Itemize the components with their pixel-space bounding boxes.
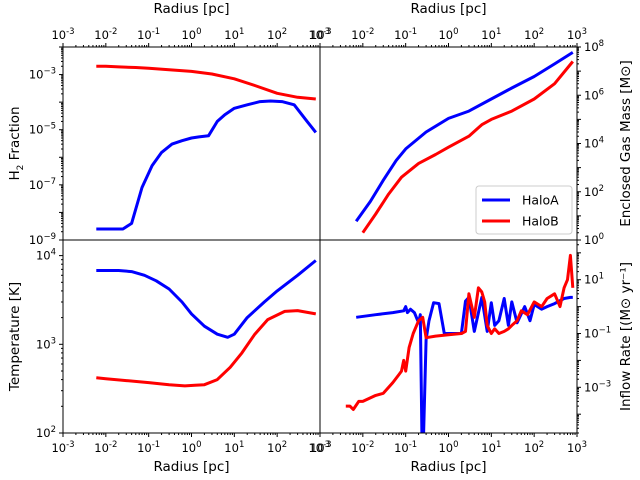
x-tick-label: 101 — [224, 440, 244, 455]
x-tick-label: 101 — [224, 27, 244, 42]
x-tick-label: 10-2 — [351, 27, 374, 42]
x-tick-label: 100 — [181, 27, 201, 42]
y-tick-label: 100 — [584, 232, 604, 247]
x-tick-label: 100 — [181, 440, 201, 455]
x-tick-label: 102 — [267, 27, 287, 42]
y-axis-label: H2 Fraction — [7, 106, 26, 180]
x-tick-label: 101 — [481, 27, 501, 42]
y-tick-label: 10−1 — [584, 326, 611, 341]
series-group — [345, 253, 575, 433]
x-tick-label: 100 — [438, 440, 458, 455]
y-tick-label: 10−3 — [584, 379, 611, 394]
x-tick-label: 103 — [310, 440, 330, 455]
x-axis-label: Radius [pc] — [410, 1, 486, 17]
series-line-haloa — [96, 259, 317, 339]
y-axis-label: Temperature [K] — [7, 282, 23, 392]
y-tick-label: 102 — [36, 425, 56, 440]
y-tick-label: 106 — [584, 87, 604, 102]
x-tick-label: 102 — [267, 440, 287, 455]
panel-h2_fraction: 10-3 10-2 10-1 100 101 102 103 Radius [pc] 10−9 1… — [7, 1, 330, 247]
x-tick-label: 101 — [481, 440, 501, 455]
x-tick-label: 102 — [524, 440, 544, 455]
series-line-halob — [96, 64, 316, 101]
x-tick-label: 102 — [524, 27, 544, 42]
x-tick-label: 10-3 — [51, 440, 74, 455]
x-tick-label: 10-3 — [308, 27, 331, 42]
legend: HaloA HaloB — [475, 185, 573, 235]
y-axis-label: Enclosed Gas Mass [M⊙] — [618, 60, 634, 227]
panel-frame — [62, 46, 321, 241]
y-axis-label: Inflow Rate [(M⊙ yr⁻¹] — [618, 262, 634, 411]
y-tick-label: 10−9 — [29, 232, 56, 247]
x-tick-label: 10-2 — [351, 440, 374, 455]
y-tick-label: 104 — [36, 248, 56, 263]
series-line-halob — [361, 60, 574, 234]
x-tick-label: 103 — [567, 440, 587, 455]
panel-enclosed_mass: 10-3 10-2 10-1 100 101 102 103 Radius [pc] 100 10… — [308, 1, 634, 247]
x-tick-label: 103 — [310, 27, 330, 42]
x-tick-label: 10-2 — [94, 27, 117, 42]
y-tick-label: 10−5 — [29, 122, 56, 137]
series-line-haloa — [96, 99, 317, 231]
y-tick-label: 104 — [584, 136, 604, 151]
y-tick-label: 102 — [584, 184, 604, 199]
legend-label-haloa: HaloA — [522, 193, 559, 208]
x-tick-label: 10-1 — [394, 440, 417, 455]
x-axis-label: Radius [pc] — [153, 1, 229, 17]
x-tick-label: 10-1 — [137, 27, 160, 42]
series-group — [96, 259, 317, 388]
series-line-halob — [96, 309, 317, 388]
series-line-haloa — [356, 295, 573, 433]
x-tick-label: 10-2 — [94, 440, 117, 455]
y-tick-label: 10−7 — [29, 177, 56, 192]
x-tick-label: 10-1 — [394, 27, 417, 42]
x-tick-label: 100 — [438, 27, 458, 42]
panel-inflow_rate: 10-3 10-2 10-1 100 101 102 103 Radius [pc] 10−3 1… — [308, 239, 634, 475]
x-tick-label: 10-3 — [308, 440, 331, 455]
series-group — [96, 64, 317, 231]
x-tick-label: 10-3 — [51, 27, 74, 42]
series-group — [354, 51, 574, 234]
x-axis-label: Radius [pc] — [410, 459, 486, 475]
x-axis-label: Radius [pc] — [153, 459, 229, 475]
x-tick-label: 103 — [567, 27, 587, 42]
panel-frame — [62, 239, 321, 434]
series-line-haloa — [354, 51, 574, 223]
y-tick-label: 10−3 — [29, 67, 56, 82]
legend-label-halob: HaloB — [522, 214, 559, 229]
y-tick-label: 108 — [584, 39, 604, 54]
series-line-halob — [345, 253, 575, 411]
y-tick-label: 103 — [36, 336, 56, 351]
x-tick-label: 10-1 — [137, 440, 160, 455]
y-tick-label: 101 — [584, 272, 604, 287]
